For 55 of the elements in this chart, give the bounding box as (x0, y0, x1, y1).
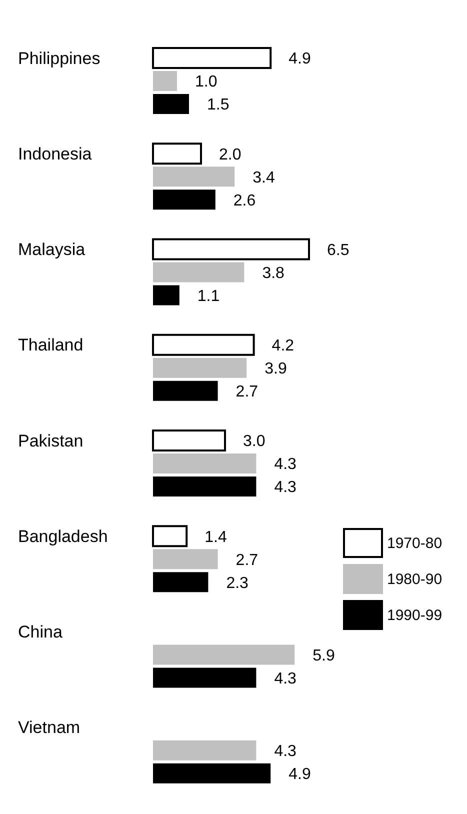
data-label: 2.7 (236, 552, 258, 569)
bar (153, 166, 235, 187)
legend-label: 1970-80 (387, 534, 442, 552)
y-tick-label: China (18, 622, 63, 642)
bar (153, 572, 208, 592)
bar (152, 334, 255, 356)
bar (152, 142, 202, 165)
y-tick-label: Malaysia (18, 240, 86, 260)
bar (153, 190, 216, 210)
bar (153, 262, 244, 282)
bar (153, 94, 189, 114)
bar (152, 238, 310, 260)
data-label: 2.6 (233, 192, 256, 210)
data-label: 2.7 (236, 384, 258, 401)
bar (152, 430, 226, 452)
data-label: 4.9 (288, 766, 311, 784)
y-tick-label: Philippines (18, 48, 100, 68)
data-label: 4.9 (288, 50, 311, 68)
y-tick-label: Indonesia (18, 144, 92, 164)
data-label: 1.0 (195, 74, 218, 91)
data-label: 2.0 (219, 146, 242, 164)
data-label: 4.3 (274, 479, 297, 496)
data-label: 1.1 (197, 288, 220, 305)
y-tick-label: Bangladesh (18, 526, 108, 546)
data-label: 4.3 (274, 670, 297, 688)
bar (153, 763, 271, 784)
data-label: 1.4 (204, 528, 227, 546)
y-tick-label: Pakistan (18, 431, 84, 450)
bar (153, 380, 218, 401)
bar (152, 525, 188, 548)
bar (153, 358, 247, 378)
data-label: 3.8 (262, 264, 285, 282)
data-label: 3.0 (243, 433, 266, 450)
data-label: 6.5 (327, 242, 350, 259)
legend-label: 1990-99 (387, 606, 442, 624)
data-label: 2.3 (226, 574, 249, 592)
bar (153, 740, 256, 760)
bar (153, 476, 256, 496)
bar (153, 644, 295, 665)
bar (153, 285, 180, 306)
data-label: 3.9 (264, 360, 287, 378)
data-label: 4.3 (274, 743, 297, 760)
data-label: 1.5 (207, 96, 230, 114)
y-tick-label: Vietnam (18, 718, 80, 738)
data-label: 3.4 (252, 169, 275, 186)
data-label: 4.3 (274, 456, 297, 474)
y-tick-label: Thailand (18, 336, 84, 355)
legend-label: 1980-90 (387, 570, 442, 588)
data-label: 4.2 (272, 338, 294, 355)
bar (153, 549, 218, 570)
bar (152, 47, 272, 69)
bar (153, 454, 256, 474)
data-label: 5.9 (312, 647, 335, 664)
bar (153, 71, 177, 91)
bar (153, 668, 256, 688)
